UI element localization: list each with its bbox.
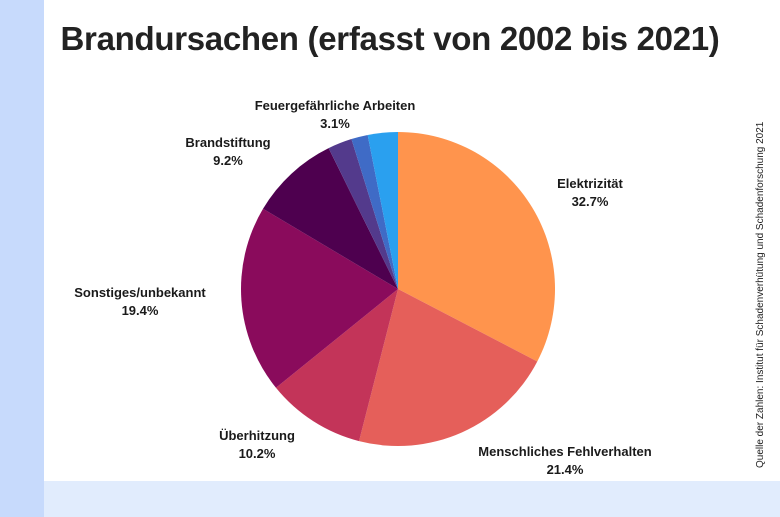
pie-labels: Elektrizität 32.7% Menschliches Fehlverhal… <box>74 98 651 477</box>
source-note: Quelle der Zahlen: Institut für Schadenv… <box>755 121 766 468</box>
slice-value-label: 10.2% <box>239 446 276 461</box>
pie-slices <box>240 132 556 447</box>
slice-value-label: 32.7% <box>572 194 609 209</box>
slice-value-label: 19.4% <box>122 303 159 318</box>
pie-slice <box>240 208 398 388</box>
bottom-band <box>44 481 780 517</box>
pie-slice <box>359 289 538 447</box>
slice-category-label: Sonstiges/unbekannt <box>74 285 206 300</box>
chart-title: Brandursachen (erfasst von 2002 bis 2021… <box>60 20 720 57</box>
slice-category-label: Überhitzung <box>219 428 295 443</box>
slice-category-label: Feuergefährliche Arbeiten <box>255 98 416 113</box>
pie-slice <box>275 289 398 442</box>
slice-value-label: 21.4% <box>547 462 584 477</box>
pie-slice <box>398 132 556 362</box>
pie-slice <box>328 139 398 289</box>
pie-slice <box>351 134 398 289</box>
left-accent-bar <box>0 0 44 517</box>
slice-category-label: Menschliches Fehlverhalten <box>478 444 651 459</box>
slice-category-label: Elektrizität <box>557 176 623 191</box>
pie-slice <box>263 148 398 289</box>
slice-value-label: 3.1% <box>320 116 350 131</box>
slice-value-label: 9.2% <box>213 153 243 168</box>
slice-category-label: Brandstiftung <box>185 135 270 150</box>
pie-slice <box>367 132 398 289</box>
